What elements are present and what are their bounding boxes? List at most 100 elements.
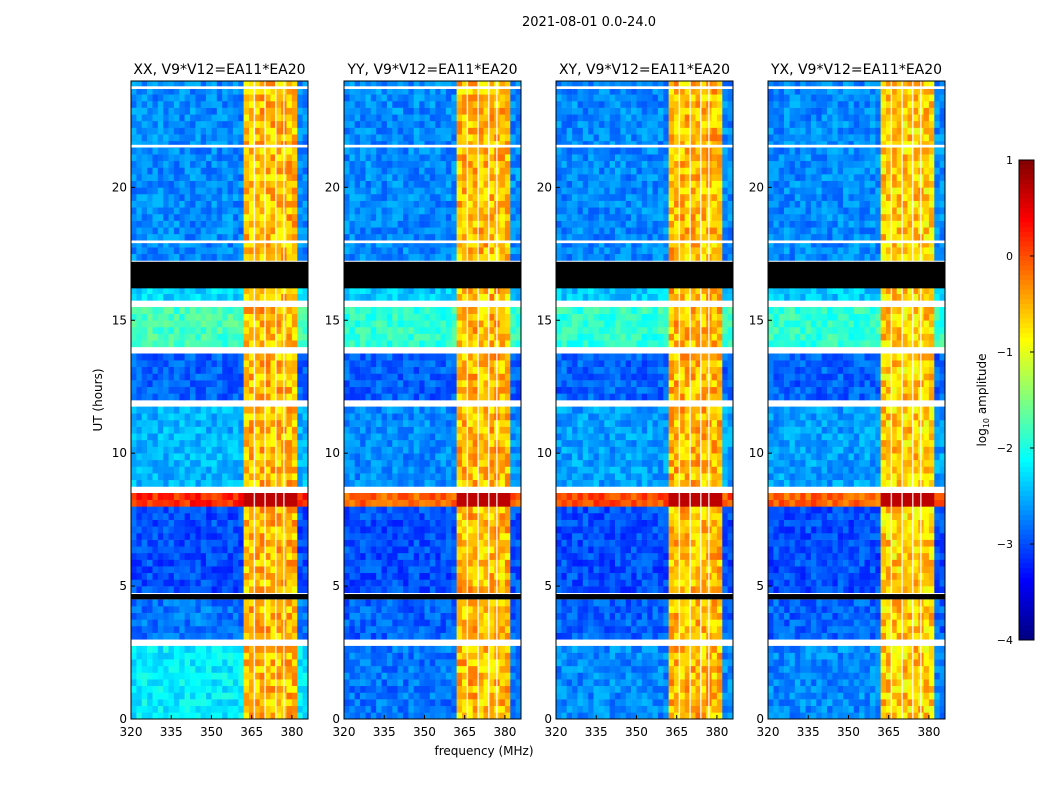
heatmap-cell	[386, 493, 393, 500]
heatmap-cell	[184, 532, 191, 540]
heatmap-cell	[136, 134, 143, 142]
heatmap-cell	[249, 413, 255, 421]
heatmap-cell	[349, 466, 356, 474]
heatmap-cell	[259, 513, 266, 520]
heatmap-cell	[376, 566, 382, 574]
heatmap-cell	[270, 539, 277, 547]
heatmap-cell	[179, 632, 185, 640]
heatmap-cell	[403, 612, 409, 620]
heatmap-cell	[499, 473, 506, 481]
heatmap-cell	[344, 380, 350, 388]
heatmap-cell	[157, 705, 164, 713]
heatmap-cell	[147, 194, 153, 201]
heatmap-cell	[141, 326, 148, 334]
heatmap-cell	[152, 546, 159, 554]
heatmap-cell	[349, 453, 356, 461]
heatmap-cell	[451, 699, 457, 707]
heatmap-cell	[510, 572, 516, 580]
heatmap-cell	[467, 340, 474, 348]
heatmap-cell	[206, 466, 212, 474]
heatmap-cell	[424, 307, 431, 314]
heatmap-cell	[349, 665, 356, 673]
heatmap-cell	[349, 320, 356, 328]
heatmap-cell	[429, 712, 436, 720]
heatmap-cell	[259, 120, 266, 128]
heatmap-cell	[302, 240, 309, 248]
heatmap-cell	[141, 586, 148, 594]
heatmap-cell	[392, 679, 398, 687]
heatmap-cell	[467, 705, 474, 713]
heatmap-cell	[376, 519, 382, 527]
heatmap-cell	[222, 532, 228, 540]
heatmap-cell	[249, 426, 255, 434]
heatmap-cell	[291, 513, 298, 520]
heatmap-cell	[179, 479, 185, 487]
heatmap-cell	[397, 413, 404, 421]
heatmap-cell	[349, 632, 356, 640]
heatmap-cell	[200, 645, 207, 653]
heatmap-cell	[451, 307, 457, 314]
heatmap-cell	[499, 599, 506, 607]
heatmap-cell	[286, 532, 293, 540]
heatmap-cell	[478, 287, 484, 294]
heatmap-cell	[354, 227, 361, 235]
heatmap-cell	[397, 665, 404, 673]
heatmap-cell	[515, 712, 522, 720]
heatmap-cell	[243, 233, 250, 241]
heatmap-cell	[403, 240, 409, 248]
heatmap-cell	[232, 645, 239, 653]
heatmap-cell	[386, 439, 393, 447]
heatmap-cell	[232, 81, 239, 88]
heatmap-cell	[408, 566, 415, 574]
heatmap-cell	[179, 493, 185, 500]
heatmap-cell	[249, 453, 255, 461]
heatmap-cell	[488, 552, 495, 560]
heatmap-cell	[392, 699, 398, 707]
heatmap-cell	[222, 453, 228, 461]
heatmap-cell	[386, 366, 393, 374]
heatmap-cell	[131, 572, 137, 580]
heatmap-cell	[440, 599, 447, 607]
heatmap-cell	[413, 287, 420, 294]
heatmap-cell	[136, 247, 143, 255]
heatmap-cell	[419, 466, 425, 474]
heatmap-cell	[254, 360, 261, 368]
heatmap-cell	[440, 253, 447, 261]
heatmap-cell	[232, 699, 239, 707]
heatmap-cell	[291, 679, 298, 687]
heatmap-cell	[419, 293, 425, 301]
heatmap-cell	[510, 233, 516, 241]
heatmap-cell	[147, 692, 153, 700]
heatmap-cell	[515, 539, 522, 547]
heatmap-cell	[360, 340, 366, 348]
heatmap-cell	[354, 413, 361, 421]
heatmap-cell	[243, 140, 250, 148]
heatmap-cell	[510, 539, 516, 547]
heatmap-cell	[243, 645, 250, 653]
heatmap-cell	[157, 546, 164, 554]
heatmap-cell	[190, 107, 196, 115]
heatmap-cell	[270, 699, 277, 707]
heatmap-cell	[249, 293, 255, 301]
heatmap-cell	[259, 220, 266, 228]
heatmap-cell	[147, 127, 153, 135]
heatmap-cell	[131, 439, 137, 447]
heatmap-cell	[510, 652, 516, 660]
heatmap-cell	[349, 353, 356, 361]
heatmap-cell	[424, 406, 431, 414]
heatmap-cell	[141, 453, 148, 461]
heatmap-cell	[254, 526, 261, 534]
heatmap-cell	[211, 373, 218, 381]
heatmap-cell	[392, 386, 398, 394]
heatmap-cell	[141, 187, 148, 195]
heatmap-cell	[232, 579, 239, 587]
heatmap-cell	[173, 127, 180, 135]
heatmap-cell	[478, 513, 484, 520]
heatmap-cell	[173, 366, 180, 374]
heatmap-cell	[483, 307, 490, 314]
heatmap-cell	[163, 712, 169, 720]
heatmap-cell	[286, 586, 293, 594]
heatmap-cell	[397, 247, 404, 255]
heatmap-cell	[265, 313, 271, 321]
heatmap-cell	[222, 459, 228, 467]
